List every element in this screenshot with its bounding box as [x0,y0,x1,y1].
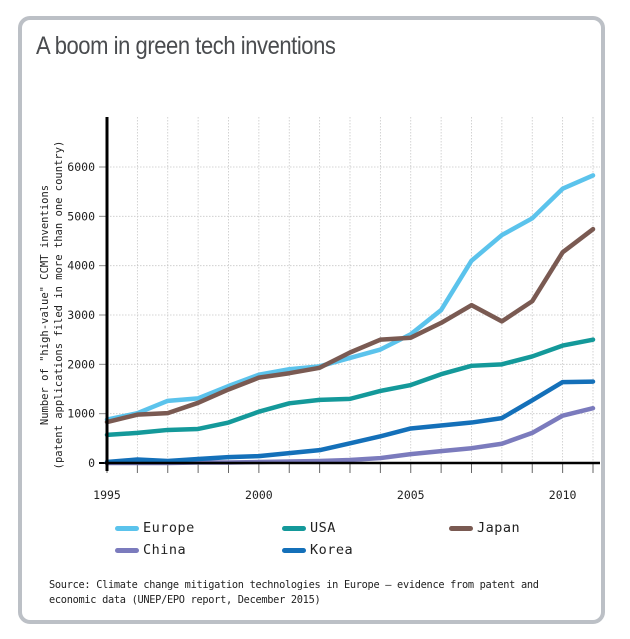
legend-label-usa: USA [310,520,336,536]
series-line-japan [104,226,596,425]
legend-item-china: China [115,542,186,558]
source-note: Source: Climate change mitigation techno… [49,579,539,606]
x-tick-label: 1995 [93,488,121,502]
y-axis-label: Number of "high-value" CCMT inventions (p… [39,141,65,470]
legend-label-japan: Japan [477,520,521,536]
legend-swatch-korea [282,547,306,553]
y-axis-label-line: (patent applications filed in more than … [53,141,65,470]
series-line-usa [104,337,596,438]
y-tick-label: 1000 [67,407,95,421]
legend-item-korea: Korea [282,542,353,558]
y-tick-label: 4000 [67,259,95,273]
y-tick-label: 2000 [67,357,95,371]
legend-item-europe: Europe [115,520,195,536]
legend-item-japan: Japan [449,520,520,536]
x-tick-label: 2005 [397,488,425,502]
series-line-korea [104,379,596,465]
x-tick-label: 2010 [549,488,577,502]
y-tick-label: 0 [88,456,95,470]
legend-label-korea: Korea [310,542,354,558]
y-tick-label: 6000 [67,160,95,174]
chart-title: A boom in green tech inventions [36,32,336,60]
legend-swatch-europe [115,525,139,531]
x-tick-label: 2000 [245,488,273,502]
y-axis-label-line: Number of "high-value" CCMT inventions [39,185,51,425]
legend-swatch-usa [282,525,306,531]
y-tick-label: 3000 [67,308,95,322]
legend-item-usa: USA [282,520,336,536]
series-line-europe [104,173,596,422]
legend-label-europe: Europe [143,520,195,536]
legend-label-china: China [143,542,187,558]
y-tick-label: 5000 [67,209,95,223]
legend-swatch-china [115,547,139,553]
legend-swatch-japan [449,525,473,531]
